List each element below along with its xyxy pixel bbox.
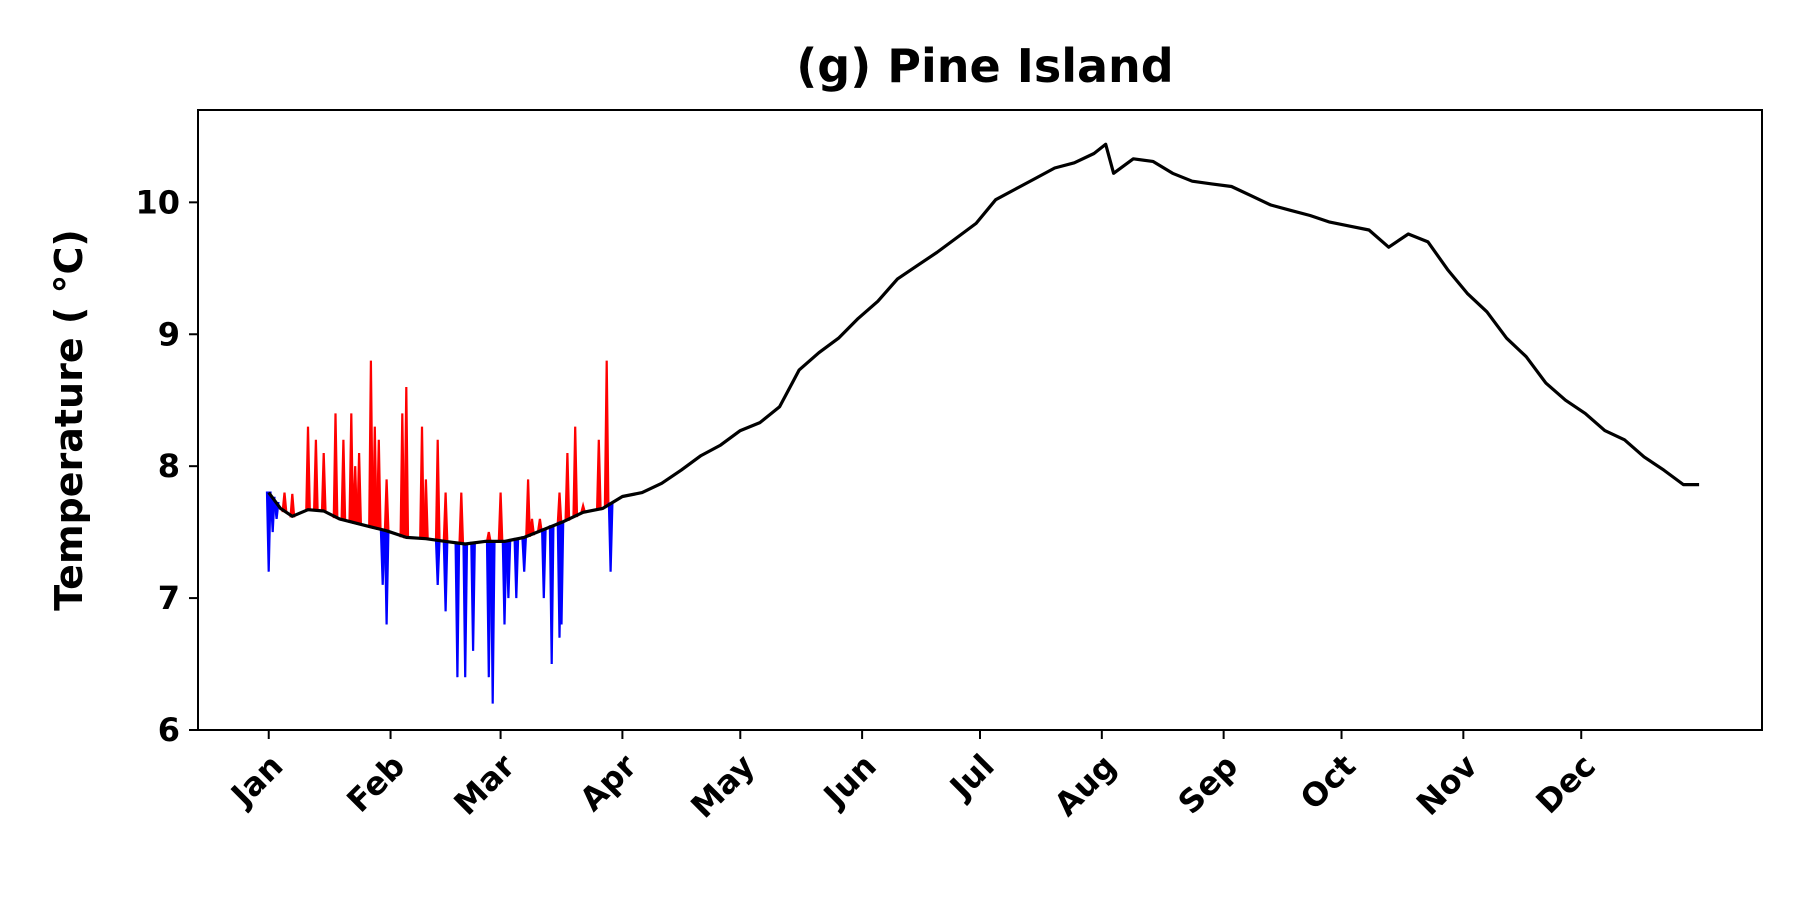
anomaly-above-spike — [312, 439, 319, 512]
anomaly-above-spike — [371, 426, 378, 529]
chart-title: (g) Pine Island — [796, 39, 1173, 93]
anomaly-above-spike — [419, 426, 425, 540]
anomaly-above-spike — [497, 492, 504, 543]
anomaly-above-spike — [403, 386, 410, 539]
anomaly-above-spike — [434, 439, 441, 542]
anomaly-above-spike — [529, 518, 536, 536]
plot-area — [265, 142, 1700, 704]
anomaly-above-spike — [399, 413, 406, 538]
anomaly-above-spike — [375, 439, 382, 530]
x-tick-label: Oct — [1293, 747, 1363, 817]
anomaly-above-spike — [525, 479, 531, 537]
anomaly-below-spike — [383, 529, 390, 625]
anomaly-below-spike — [265, 491, 272, 572]
anomaly-above-spike — [572, 426, 579, 518]
anomaly-below-spike — [434, 539, 441, 585]
climatology-line — [267, 142, 1700, 546]
x-tick-label: May — [683, 747, 762, 826]
anomaly-below-spike — [379, 528, 386, 585]
anomaly-above-spike — [564, 452, 571, 521]
anomaly-below-spike — [454, 541, 461, 678]
anomaly-below-spike — [521, 536, 528, 572]
y-tick-label: 8 — [158, 447, 180, 485]
anomaly-below-spike — [442, 540, 449, 612]
x-tick-label: Apr — [572, 747, 644, 819]
anomaly-above-spike — [383, 479, 390, 532]
y-axis-label: Temperature ( °C) — [47, 229, 91, 610]
x-tick-label: Jun — [815, 747, 884, 816]
anomaly-below-spike — [462, 542, 469, 678]
plot-frame — [197, 109, 1763, 731]
anomaly-above-spike — [603, 360, 610, 508]
x-tick-label: Dec — [1528, 747, 1602, 821]
x-tick-label: Jan — [222, 747, 290, 815]
anomaly-above-spike — [356, 452, 363, 526]
y-tick-label: 9 — [158, 315, 180, 353]
x-tick-label: Jul — [941, 747, 1002, 808]
anomaly-below-spike — [558, 521, 565, 625]
anomaly-above-spike — [281, 492, 288, 513]
anomaly-above-spike — [289, 493, 296, 518]
anomaly-below-spike — [548, 525, 555, 665]
anomaly-above-spike — [348, 413, 355, 524]
anomaly-below-spike — [607, 502, 614, 572]
anomaly-above-spike — [340, 439, 347, 522]
anomaly-above-spike — [442, 492, 449, 543]
anomaly-below-spike — [513, 537, 520, 599]
anomaly-above-spike — [556, 492, 563, 525]
anomaly-below-spike — [505, 539, 512, 599]
x-tick-label: Aug — [1047, 747, 1124, 824]
anomaly-above-spike — [458, 492, 465, 545]
anomaly-above-spike — [332, 413, 339, 519]
anomaly-above-spike — [352, 466, 359, 525]
anomaly-above-spike — [320, 452, 327, 513]
anomaly-above-spike — [595, 439, 602, 511]
x-tick-label: Mar — [446, 747, 522, 823]
y-tick-label: 7 — [158, 579, 180, 617]
anomaly-below-spike — [540, 528, 547, 599]
anomaly-below-spike — [485, 540, 492, 678]
x-tick-label: Sep — [1171, 747, 1246, 822]
y-tick-label: 6 — [158, 711, 180, 749]
x-tick-label: Nov — [1409, 747, 1485, 823]
anomaly-below-spike — [501, 540, 508, 625]
anomaly-below-spike — [489, 540, 496, 704]
anomaly-above-spike — [368, 360, 374, 529]
y-tick-label: 10 — [135, 183, 180, 221]
x-tick-label: Feb — [339, 747, 412, 820]
anomaly-below-spike — [470, 541, 476, 651]
anomaly-above-spike — [423, 479, 429, 540]
anomaly-above-spike — [305, 426, 311, 511]
